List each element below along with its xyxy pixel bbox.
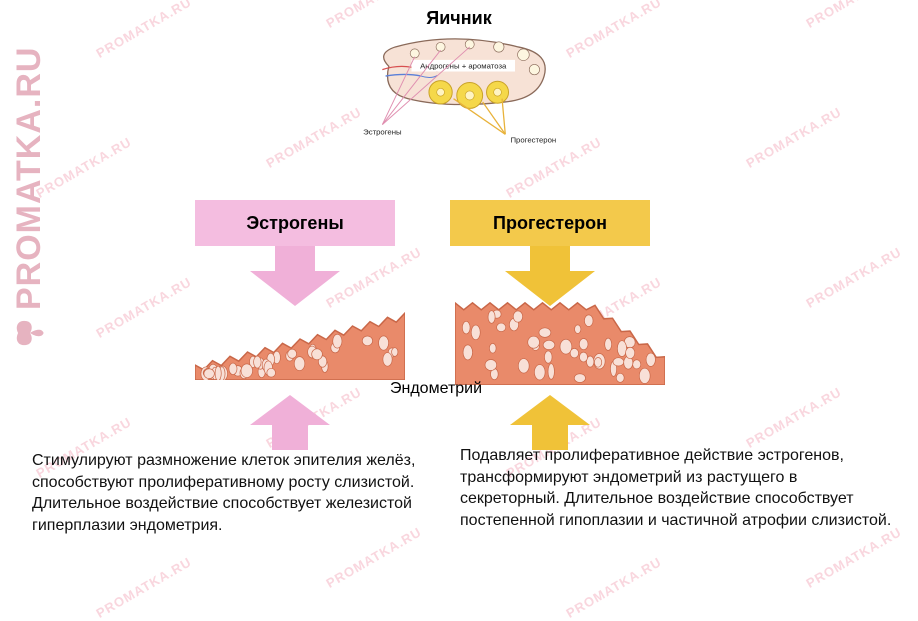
progesterone-up-arrow-icon	[510, 395, 590, 450]
svg-text:Андрогены + ароматоза: Андрогены + ароматоза	[420, 61, 507, 70]
ovary-svg: Андрогены + ароматоза Эстрогены Прогесте…	[350, 34, 570, 144]
estrogen-up-arrow-icon	[250, 395, 330, 450]
estrogen-description: Стимулируют размножение клеток эпителия …	[32, 450, 432, 536]
progesterone-description: Подавляет пролиферативное действие эстро…	[460, 445, 900, 531]
site-logo: PROMATKA.RU	[10, 47, 49, 350]
diagram-title: Яичник	[0, 0, 918, 29]
endometrium-right	[455, 295, 665, 385]
progesterone-box-label: Прогестерон	[493, 213, 607, 233]
estrogen-down-arrow-icon	[250, 246, 340, 306]
logo-text: PROMATKA.RU	[10, 47, 49, 310]
endometrium-label: Эндометрий	[390, 380, 482, 398]
progesterone-box: Прогестерон	[450, 200, 650, 246]
logo-butterfly-icon	[13, 316, 47, 350]
svg-text:Эстрогены: Эстрогены	[363, 127, 402, 136]
endometrium-left	[195, 300, 405, 380]
estrogen-box: Эстрогены	[195, 200, 395, 246]
svg-text:Прогестерон: Прогестерон	[510, 136, 556, 144]
ovary-illustration: Андрогены + ароматоза Эстрогены Прогесте…	[300, 34, 620, 149]
estrogen-box-label: Эстрогены	[246, 213, 343, 233]
